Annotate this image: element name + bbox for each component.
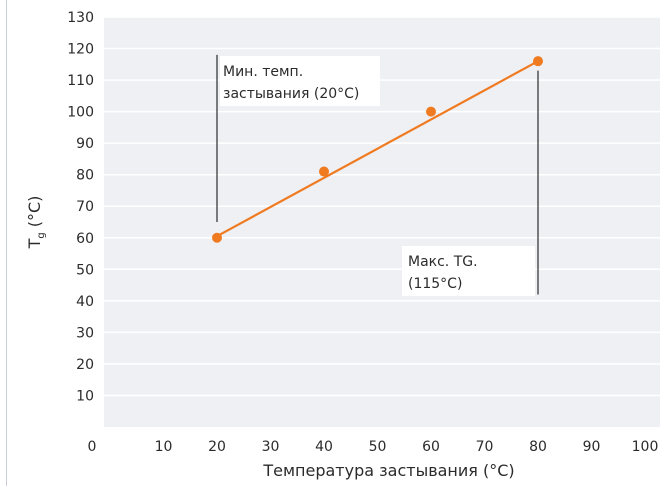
x-tick-label: 50 — [369, 439, 387, 455]
annotations: Мин. темп. застывания (20°C) Макс. TG. (115… — [216, 54, 539, 296]
annotation-text-min: Мин. темп. — [223, 64, 303, 80]
x-tick-label: 40 — [315, 439, 333, 455]
y-tick-label: 130 — [67, 10, 94, 26]
trend-line — [216, 60, 539, 238]
y-tick-label: 40 — [76, 294, 94, 310]
left-border-rule — [6, 0, 7, 486]
x-tick-label: 60 — [422, 439, 440, 455]
y-axis-title-main: T — [25, 238, 44, 249]
plot-area — [104, 17, 660, 427]
x-tick-label: 80 — [529, 439, 547, 455]
data-points — [212, 56, 543, 243]
y-tick-label: 90 — [76, 136, 94, 152]
y-tick-label: 110 — [67, 73, 94, 89]
y-tick-label: 100 — [67, 105, 94, 121]
x-axis-ticks: 0 10 20 30 40 50 60 70 80 90 100 — [88, 439, 659, 455]
y-tick-label: 10 — [76, 388, 94, 404]
data-point — [533, 56, 543, 67]
annotation-text-max: Макс. TG. — [408, 254, 478, 270]
y-tick-label: 50 — [76, 262, 94, 278]
x-tick-label: 70 — [476, 439, 494, 455]
annotation-box-min — [220, 56, 380, 106]
y-axis-title-sub: g — [36, 232, 47, 238]
y-tick-label: 60 — [76, 231, 94, 247]
y-tick-label: 80 — [76, 168, 94, 184]
annotation-box-max — [402, 246, 535, 296]
grid-lines — [104, 16, 660, 397]
annotation-text-min: застывания (20°C) — [223, 86, 359, 102]
y-tick-label: 30 — [76, 325, 94, 341]
y-tick-label: 120 — [67, 42, 94, 58]
x-axis-title: Температура застывания (°C) — [262, 461, 514, 480]
x-tick-label: 0 — [88, 439, 97, 455]
y-axis-ticks: 10 20 30 40 50 60 70 80 90 100 110 120 130 — [67, 10, 94, 404]
data-point — [212, 232, 222, 243]
annotation-text-max: (115°C) — [408, 276, 462, 292]
x-tick-label: 100 — [632, 439, 659, 455]
data-point — [319, 166, 329, 177]
y-axis-title: Tg (°C) — [25, 196, 47, 250]
x-tick-label: 10 — [155, 439, 173, 455]
y-axis-title-unit: (°C) — [25, 196, 44, 228]
y-tick-label: 70 — [76, 199, 94, 215]
x-tick-label: 20 — [208, 439, 226, 455]
x-tick-label: 30 — [262, 439, 280, 455]
y-tick-label: 20 — [76, 357, 94, 373]
data-point — [426, 106, 436, 117]
x-tick-label: 90 — [583, 439, 601, 455]
